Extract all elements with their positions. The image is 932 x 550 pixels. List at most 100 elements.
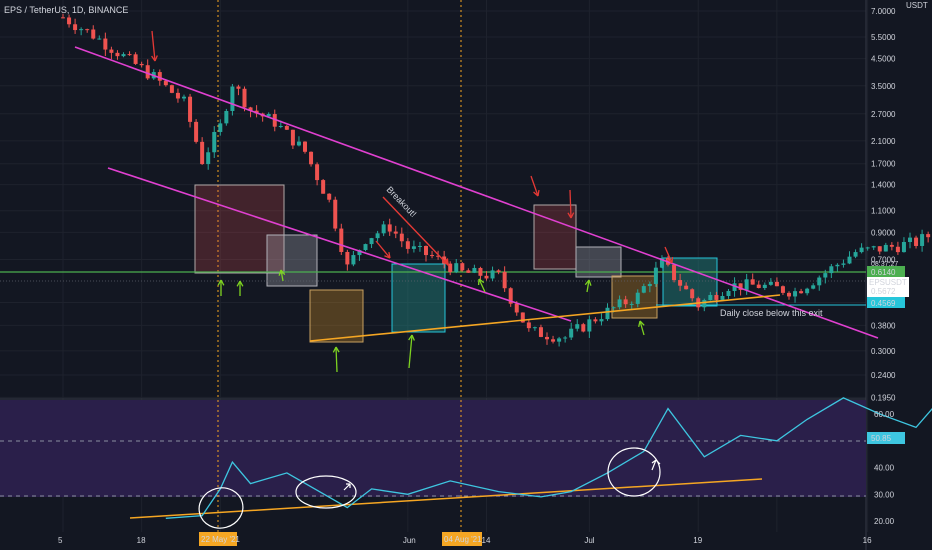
candle-body — [575, 324, 580, 329]
candle-body — [61, 17, 65, 19]
candle-body — [641, 286, 646, 293]
price-tick-label: 0.7000 — [871, 255, 896, 264]
candle-body — [296, 141, 301, 146]
price-tick-label: 3.5000 — [871, 82, 896, 91]
candle-body — [327, 193, 332, 200]
badge-level-green — [867, 266, 905, 277]
candle-body — [623, 299, 628, 305]
candle-body — [496, 270, 501, 272]
candle-body — [454, 263, 459, 273]
signal-arrowhead — [332, 346, 340, 353]
candle-body — [702, 300, 707, 308]
candle-body — [290, 129, 295, 146]
candle-body — [611, 307, 616, 309]
candle-body — [817, 277, 822, 286]
signal-arrowhead — [278, 269, 286, 276]
badge-level-cyan — [867, 297, 905, 308]
candle-body — [545, 336, 549, 340]
candle-body — [309, 151, 314, 165]
candle-body — [236, 86, 241, 89]
rsi-trendline[interactable] — [129, 478, 763, 519]
candle-body — [85, 29, 90, 31]
candle-body — [563, 337, 568, 339]
time-tick-label: Jul — [584, 536, 594, 545]
time-tick-label: 18 — [137, 536, 146, 545]
trendline-lower-magenta[interactable] — [107, 167, 572, 322]
candle-body — [478, 267, 483, 276]
candle-body — [629, 303, 634, 305]
candle-body — [115, 52, 120, 57]
signal-arrowhead — [584, 279, 592, 286]
time-tick-label: 5 — [58, 536, 63, 545]
candle-body — [212, 131, 217, 153]
candle-body — [538, 327, 543, 337]
candle-body — [914, 237, 919, 246]
signal-arrow — [151, 30, 156, 62]
symbol-title[interactable]: EPS / TetherUS, 1D, BINANCE — [4, 5, 128, 15]
candle-body — [774, 281, 779, 287]
time-tick-label: 19 — [693, 536, 702, 545]
rsi-tick-label: 60.00 — [874, 410, 895, 419]
candle-body — [732, 283, 737, 291]
candle-body — [520, 312, 525, 323]
candle-body — [139, 63, 144, 66]
signal-arrowhead — [666, 256, 674, 264]
candle-body — [793, 291, 798, 297]
candle-body — [708, 295, 713, 301]
candle-body — [169, 85, 174, 93]
badge-rsi-text: 50.85 — [871, 434, 892, 443]
candle-body — [182, 96, 186, 99]
candle-body — [835, 264, 840, 267]
candle-body — [218, 123, 223, 132]
price-tick-label: 1.1000 — [871, 207, 896, 216]
trendline-orange-support[interactable] — [309, 294, 781, 342]
pattern-box-teal-1[interactable] — [391, 263, 446, 333]
candle-body — [532, 327, 537, 329]
candle-body — [200, 141, 205, 165]
candle-body — [841, 263, 846, 265]
candle-body — [726, 290, 731, 296]
rsi-line — [165, 397, 932, 519]
candle-body — [920, 234, 925, 246]
trendline-upper-magenta[interactable] — [74, 46, 879, 339]
candle-body — [581, 324, 586, 332]
signal-arrow — [408, 334, 413, 369]
candle-body — [659, 257, 664, 268]
signal-arrow — [478, 278, 486, 293]
pattern-box-orange-1[interactable] — [309, 289, 364, 343]
candle-body — [278, 125, 283, 127]
candle-body — [490, 270, 495, 279]
time-axis[interactable]: 518MayJun14Jul1916Sep14Oct18Nov15Dec — [58, 536, 932, 545]
price-axis[interactable]: 7.0000 5.5000 4.5000 3.5000 2.7000 2.1000 1.70… — [871, 7, 896, 402]
candle-body — [877, 246, 882, 252]
signal-arrow — [569, 189, 572, 219]
candle-body — [333, 199, 338, 229]
signal-arrowhead — [236, 280, 244, 287]
daily-close-note: Daily close below this exit — [720, 308, 823, 318]
price-tick-label: 0.3800 — [871, 321, 896, 330]
price-tick-label: 5.5000 — [871, 33, 896, 42]
candle-body — [762, 284, 767, 288]
candle-body — [799, 291, 804, 294]
candle-body — [617, 299, 622, 308]
candle-body — [484, 275, 489, 279]
candle-body — [502, 271, 507, 289]
signal-arrow — [280, 269, 284, 282]
pattern-box-red-1[interactable] — [194, 184, 285, 274]
candle-body — [653, 267, 658, 284]
breakout-label: Breakout! — [385, 184, 419, 219]
candle-body — [145, 65, 150, 79]
time-tick-label: 16 — [863, 536, 872, 545]
candle-body — [194, 121, 199, 142]
candle-body — [635, 292, 640, 304]
candle-body — [363, 244, 368, 251]
breakout-arrowhead — [442, 258, 449, 266]
pattern-box-teal-2[interactable] — [662, 257, 718, 307]
pattern-box-gray-1[interactable] — [266, 234, 318, 287]
candle-body — [514, 303, 519, 313]
candle-body — [756, 284, 761, 289]
candle-body — [417, 245, 422, 247]
